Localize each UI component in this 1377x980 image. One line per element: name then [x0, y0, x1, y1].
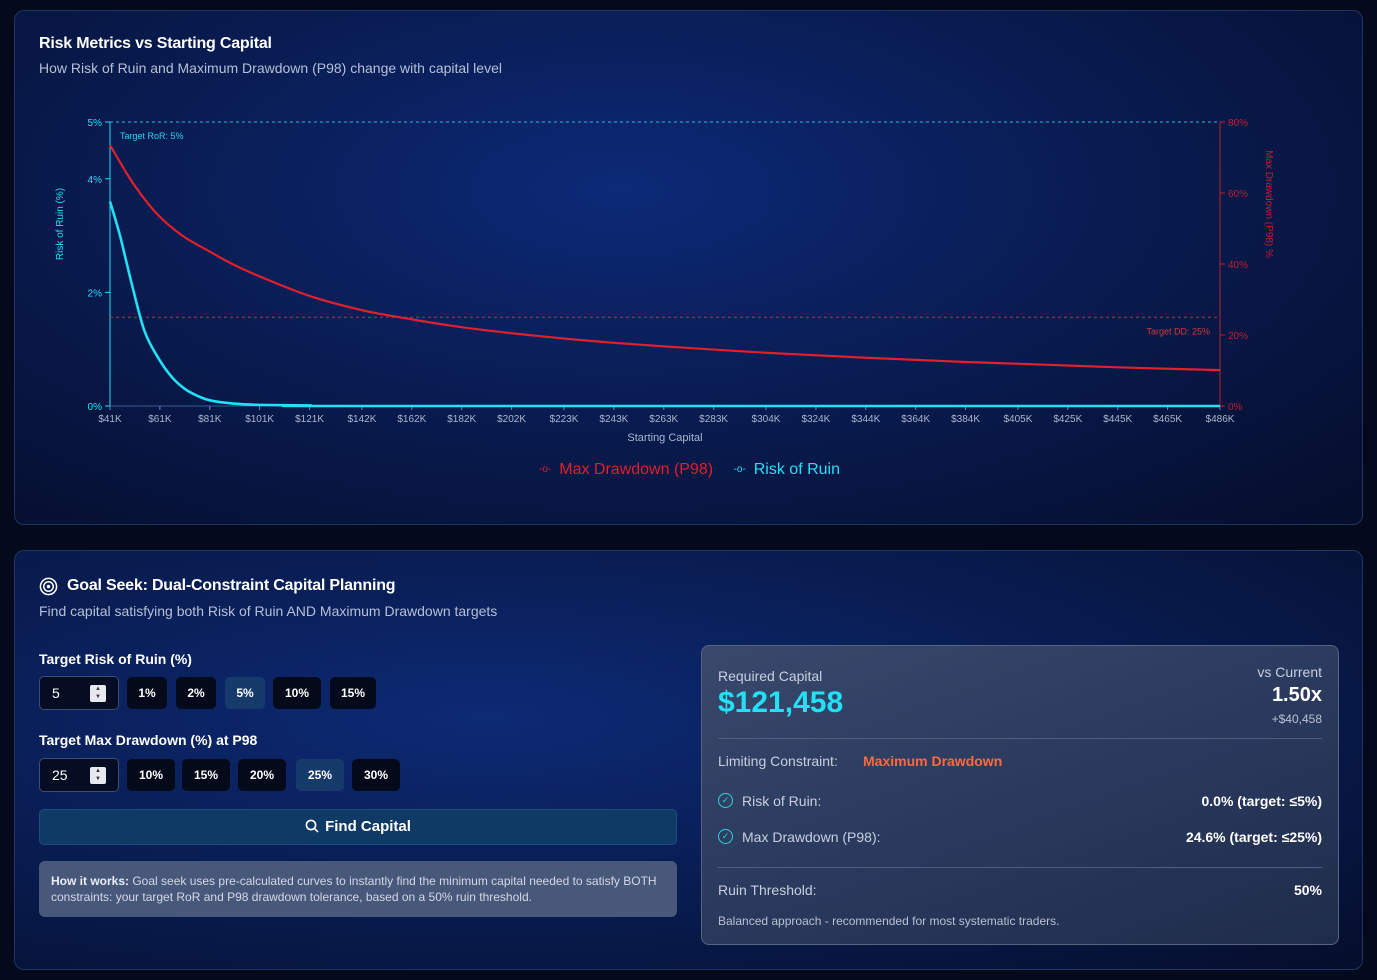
risk-metrics-chart: 0% 2% 4% 5% 0% 20% 40% 60% 80% $41K $61K $81K $101K $… — [55, 118, 1274, 444]
ruin-threshold-value: 50% — [1293, 882, 1322, 898]
goal-seek-title: Goal Seek: Dual-Constraint Capital Plann… — [67, 577, 396, 594]
target-icon — [39, 577, 58, 596]
target-ror-label: Target RoR: 5% — [120, 131, 184, 141]
x-tick-label: $445K — [1103, 414, 1132, 425]
x-tick-label: $223K — [550, 414, 579, 425]
search-icon — [305, 819, 319, 833]
right-axis-title: Max Drawdown (P98) % — [1263, 150, 1274, 258]
ror-chip-1[interactable]: 1% — [127, 677, 167, 709]
dd-chip-30[interactable]: 30% — [352, 759, 400, 791]
result-panel: Required Capital $121,458 vs Current 1.5… — [701, 645, 1339, 945]
ror-chip-5[interactable]: 5% — [225, 677, 265, 709]
risk-of-ruin-line — [108, 201, 1220, 408]
x-tick-label: $162K — [397, 414, 426, 425]
vs-current-delta: +$40,458 — [1271, 712, 1322, 726]
dd-chip-25[interactable]: 25% — [296, 759, 344, 791]
dd-chip-15[interactable]: 15% — [182, 759, 230, 791]
chart-subtitle: How Risk of Ruin and Maximum Drawdown (P… — [39, 60, 502, 76]
x-tick-label: $324K — [801, 414, 830, 425]
x-tick-label: $283K — [699, 414, 728, 425]
dd-result-label: Max Drawdown (P98): — [742, 829, 881, 845]
ror-chip-15[interactable]: 15% — [330, 677, 376, 709]
find-capital-button[interactable]: Find Capital — [39, 809, 677, 845]
vs-current-label: vs Current — [1257, 664, 1322, 680]
target-ror-label: Target Risk of Ruin (%) — [39, 651, 192, 667]
find-capital-label: Find Capital — [325, 818, 411, 835]
left-tick-label: 5% — [88, 118, 103, 129]
required-capital-label: Required Capital — [718, 668, 823, 684]
ror-chip-2[interactable]: 2% — [176, 677, 216, 709]
x-tick-label: $465K — [1153, 414, 1182, 425]
divider — [718, 867, 1322, 868]
approach-note: Balanced approach - recommended for most… — [718, 914, 1060, 928]
goal-seek-subtitle: Find capital satisfying both Risk of Rui… — [39, 603, 498, 619]
x-tick-label: $344K — [851, 414, 880, 425]
left-tick-label: 2% — [88, 288, 103, 299]
ror-stepper-icon[interactable]: ▲ ▼ — [90, 685, 106, 702]
check-circle-icon: ✓ — [718, 793, 733, 808]
x-tick-label: $304K — [752, 414, 781, 425]
target-dd-label: Target DD: 25% — [1146, 326, 1210, 336]
x-tick-label: $121K — [295, 414, 324, 425]
ror-result-label: Risk of Ruin: — [742, 793, 822, 809]
dd-stepper-icon[interactable]: ▲ ▼ — [90, 767, 106, 784]
max-drawdown-line — [109, 144, 1221, 372]
how-it-works-note: How it works: Goal seek uses pre-calcula… — [39, 861, 677, 917]
legend-label-max-drawdown: Max Drawdown (P98) — [559, 460, 714, 478]
divider — [718, 738, 1322, 739]
left-tick-label: 0% — [88, 402, 103, 413]
right-tick-label: 20% — [1228, 331, 1248, 342]
x-axis-title: Starting Capital — [627, 432, 702, 444]
risk-metrics-card: Risk Metrics vs Starting Capital How Ris… — [14, 10, 1363, 525]
x-tick-label: $81K — [198, 414, 222, 425]
x-tick-label: $41K — [98, 414, 122, 425]
right-tick-label: 40% — [1228, 260, 1248, 271]
target-ror-value: 5 — [52, 685, 60, 701]
legend-marker-icon: -o- — [539, 464, 552, 475]
right-tick-label: 0% — [1228, 402, 1243, 413]
target-ror-input[interactable]: 5 ▲ ▼ — [39, 676, 119, 710]
x-tick-label: $61K — [148, 414, 172, 425]
legend-label-risk-of-ruin: Risk of Ruin — [753, 460, 840, 478]
dd-chip-10[interactable]: 10% — [127, 759, 175, 791]
x-tick-label: $425K — [1053, 414, 1082, 425]
legend-item-max-drawdown[interactable]: -o- Max Drawdown (P98) — [535, 461, 717, 479]
legend-marker-icon: -o- — [733, 464, 746, 475]
check-circle-icon: ✓ — [718, 829, 733, 844]
x-tick-label: $182K — [447, 414, 476, 425]
how-it-works-title: How it works: — [51, 874, 130, 888]
x-tick-label: $243K — [599, 414, 628, 425]
left-axis-title: Risk of Ruin (%) — [55, 188, 66, 260]
how-it-works-text: Goal seek uses pre-calculated curves to … — [51, 874, 657, 904]
right-tick-label: 80% — [1228, 118, 1248, 129]
ror-result-value: 0.0% (target: ≤5%) — [1201, 793, 1323, 809]
dd-chip-20[interactable]: 20% — [238, 759, 286, 791]
ror-chip-10[interactable]: 10% — [273, 677, 321, 709]
x-tick-label: $486K — [1206, 414, 1235, 425]
required-capital-value: $121,458 — [718, 686, 844, 719]
target-dd-label: Target Max Drawdown (%) at P98 — [39, 732, 258, 748]
ruin-threshold-label: Ruin Threshold: — [718, 882, 817, 898]
x-tick-label: $142K — [347, 414, 376, 425]
x-tick-label: $202K — [497, 414, 526, 425]
goal-seek-card: Goal Seek: Dual-Constraint Capital Plann… — [14, 550, 1363, 970]
limiting-constraint-value: Maximum Drawdown — [863, 753, 1003, 769]
x-tick-label: $101K — [245, 414, 274, 425]
x-tick-label: $364K — [901, 414, 930, 425]
target-dd-value: 25 — [52, 767, 68, 783]
vs-current-multiple: 1.50x — [1271, 684, 1322, 706]
limiting-constraint-label: Limiting Constraint: — [718, 753, 838, 769]
x-tick-label: $405K — [1003, 414, 1032, 425]
target-dd-input[interactable]: 25 ▲ ▼ — [39, 758, 119, 792]
chart-title: Risk Metrics vs Starting Capital — [39, 35, 272, 52]
dd-result-value: 24.6% (target: ≤25%) — [1185, 829, 1322, 845]
chart-legend: -o- Max Drawdown (P98) -o- Risk of Ruin — [15, 459, 1362, 479]
x-tick-label: $263K — [649, 414, 678, 425]
left-tick-label: 4% — [88, 175, 103, 186]
legend-item-risk-of-ruin[interactable]: -o- Risk of Ruin — [730, 461, 844, 479]
x-tick-label: $384K — [951, 414, 980, 425]
right-tick-label: 60% — [1228, 189, 1248, 200]
